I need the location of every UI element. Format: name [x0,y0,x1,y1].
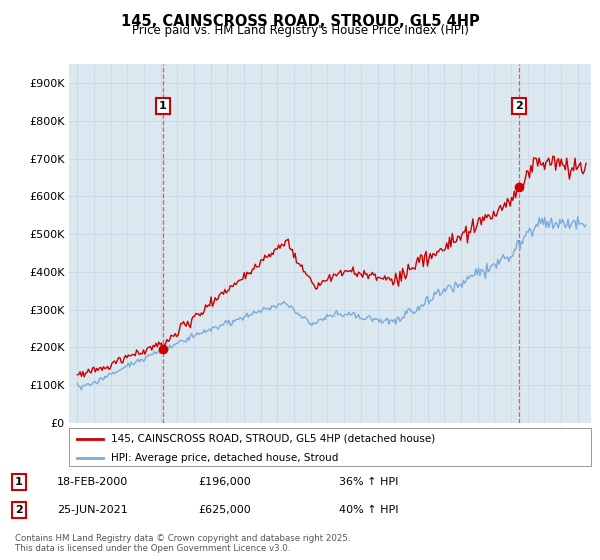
Text: 2: 2 [515,101,523,111]
Text: 40% ↑ HPI: 40% ↑ HPI [339,505,398,515]
Text: 145, CAINSCROSS ROAD, STROUD, GL5 4HP (detached house): 145, CAINSCROSS ROAD, STROUD, GL5 4HP (d… [111,433,435,444]
Text: HPI: Average price, detached house, Stroud: HPI: Average price, detached house, Stro… [111,452,338,463]
Text: 2: 2 [15,505,23,515]
Text: 25-JUN-2021: 25-JUN-2021 [57,505,128,515]
Text: 145, CAINSCROSS ROAD, STROUD, GL5 4HP: 145, CAINSCROSS ROAD, STROUD, GL5 4HP [121,14,479,29]
Text: Price paid vs. HM Land Registry's House Price Index (HPI): Price paid vs. HM Land Registry's House … [131,24,469,37]
Text: 1: 1 [15,477,23,487]
Text: £625,000: £625,000 [198,505,251,515]
Text: Contains HM Land Registry data © Crown copyright and database right 2025.
This d: Contains HM Land Registry data © Crown c… [15,534,350,553]
Text: 36% ↑ HPI: 36% ↑ HPI [339,477,398,487]
Text: 18-FEB-2000: 18-FEB-2000 [57,477,128,487]
Text: £196,000: £196,000 [198,477,251,487]
Text: 1: 1 [159,101,167,111]
